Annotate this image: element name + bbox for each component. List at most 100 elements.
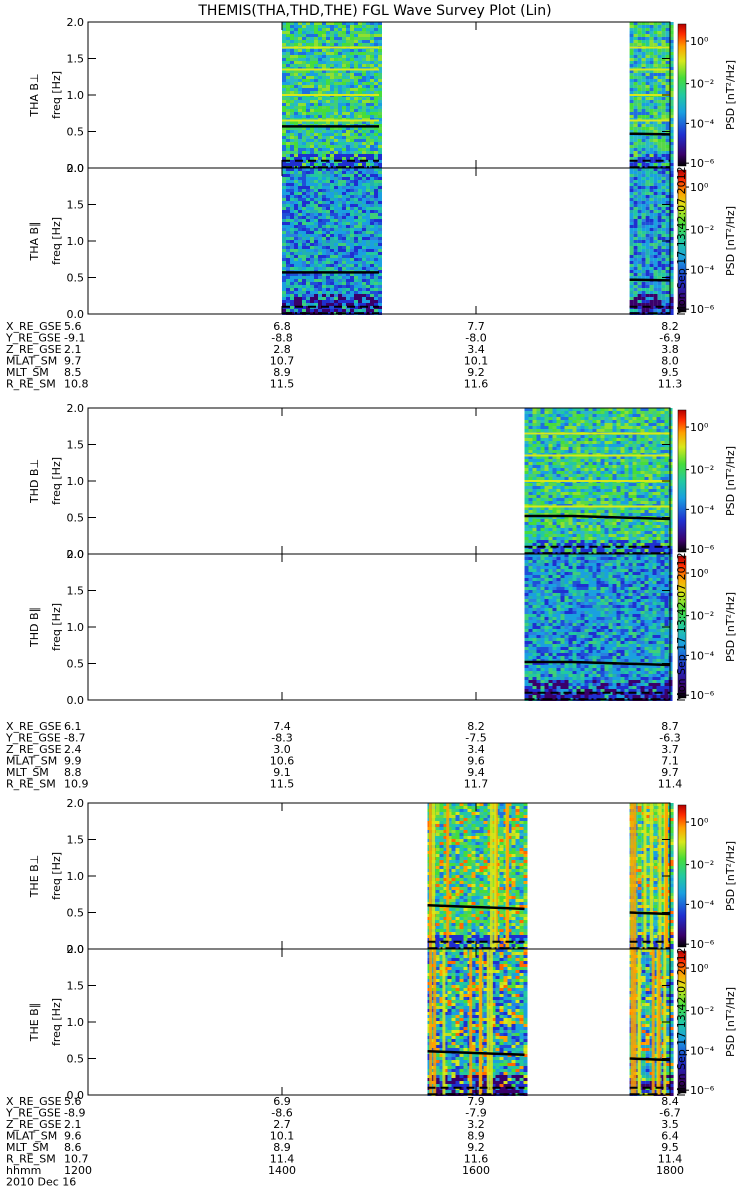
- spectrogram-cell: [370, 222, 374, 225]
- spectrogram-cell: [584, 513, 589, 516]
- spectrogram-cell: [326, 61, 330, 64]
- spectrogram-cell: [544, 525, 549, 528]
- spectrogram-cell: [378, 49, 382, 52]
- spectrogram-cell: [645, 237, 650, 240]
- spectrogram-cell: [322, 174, 326, 177]
- spectrogram-cell: [564, 537, 569, 540]
- spectrogram-cell: [657, 43, 662, 46]
- spectrogram-cell: [350, 294, 354, 297]
- spectrogram-cell: [548, 540, 553, 543]
- spectrogram-cell: [540, 474, 545, 477]
- spectrogram-cell: [342, 258, 346, 261]
- spectrogram-cell: [354, 288, 358, 291]
- spectrogram-cell: [370, 106, 374, 109]
- spectrogram-cell: [608, 447, 613, 450]
- spectrogram-cell: [532, 408, 537, 411]
- spectrogram-cell: [334, 127, 338, 130]
- spectrogram-cell: [346, 213, 350, 216]
- spectrogram-cell: [334, 55, 338, 58]
- spectrogram-cell: [374, 213, 378, 216]
- spectrogram-cell: [330, 31, 334, 34]
- spectrogram-cell: [544, 423, 549, 426]
- spectrogram-cell: [661, 136, 666, 139]
- spectrogram-cell: [628, 456, 633, 459]
- spectrogram-cell: [286, 174, 290, 177]
- spectrogram-cell: [378, 118, 382, 121]
- spectrogram-cell: [362, 294, 366, 297]
- spectrogram-cell: [645, 79, 650, 82]
- spectrogram-cell: [314, 171, 318, 174]
- spectrogram-cell: [641, 130, 646, 133]
- spectrogram-cell: [350, 40, 354, 43]
- spectrogram-cell: [584, 504, 589, 507]
- spectrogram-cell: [536, 486, 541, 489]
- spectrogram-cell: [342, 303, 346, 306]
- spectrogram-cell: [322, 118, 326, 121]
- spectrogram-cell: [302, 151, 306, 154]
- spectrogram-cell: [354, 255, 358, 258]
- spectrogram-cell: [338, 37, 342, 40]
- gyrofrequency-line: [629, 278, 671, 282]
- spectrogram-cell: [334, 183, 338, 186]
- spectrogram-cell: [298, 207, 302, 210]
- spectrogram-cell: [362, 240, 366, 243]
- spectrogram-cell: [657, 88, 662, 91]
- spectrogram-cell: [665, 183, 670, 186]
- spectrogram-cell: [334, 79, 338, 82]
- spectrogram-cell: [649, 309, 654, 312]
- spectrogram-cell: [358, 133, 362, 136]
- spectrogram-cell: [322, 300, 326, 303]
- spectrogram-cell: [536, 435, 541, 438]
- spectrogram-cell: [294, 163, 298, 166]
- spectrogram-cell: [524, 426, 529, 429]
- spectrogram-cell: [370, 171, 374, 174]
- spectrogram-cell: [657, 297, 662, 300]
- spectrogram-cell: [366, 261, 370, 264]
- spectrogram-cell: [637, 306, 642, 309]
- spectrogram-cell: [282, 309, 286, 312]
- spectrogram-cell: [290, 70, 294, 73]
- spectrogram-cell: [346, 303, 350, 306]
- spectrogram-cell: [669, 222, 674, 225]
- spectrogram-cell: [326, 198, 330, 201]
- spectrogram-cell: [322, 237, 326, 240]
- spectrogram-cell: [366, 246, 370, 249]
- spectrogram-cell: [298, 97, 302, 100]
- spectrogram-cell: [612, 537, 617, 540]
- spectrogram-cell: [366, 76, 370, 79]
- spectrogram-cell: [294, 285, 298, 288]
- spectrogram-cell: [612, 474, 617, 477]
- spectrogram-cell: [669, 43, 674, 46]
- spectrogram-cell: [346, 273, 350, 276]
- spectrogram-cell: [350, 130, 354, 133]
- ephemeris-value: 7.7: [467, 320, 485, 333]
- spectrogram-cell: [572, 456, 577, 459]
- spectrogram-cell: [588, 486, 593, 489]
- spectrogram-cell: [544, 456, 549, 459]
- spectrogram-cell: [629, 151, 634, 154]
- spectrogram-cell: [616, 420, 621, 423]
- spectrogram-cell: [564, 411, 569, 414]
- spectrogram-cell: [282, 112, 286, 115]
- spectrogram-cell: [346, 76, 350, 79]
- spectrogram-cell: [612, 414, 617, 417]
- spectrogram-cell: [641, 37, 646, 40]
- spectrogram-cell: [641, 303, 646, 306]
- spectrogram-cell: [366, 276, 370, 279]
- spectrogram-cell: [354, 58, 358, 61]
- spectrogram-cell: [358, 288, 362, 291]
- spectrogram-cell: [362, 64, 366, 67]
- spectrogram-cell: [370, 219, 374, 222]
- spectrogram-cell: [633, 124, 638, 127]
- spectrogram-cell: [560, 462, 565, 465]
- spectrogram-cell: [637, 264, 642, 267]
- spectrogram-cell: [378, 136, 382, 139]
- spectrogram-cell: [528, 408, 533, 411]
- spectrogram-cell: [657, 189, 662, 192]
- spectrogram-cell: [612, 408, 617, 411]
- spectrogram-cell: [633, 91, 638, 94]
- spectrogram-cell: [346, 216, 350, 219]
- spectrogram-cell: [330, 121, 334, 124]
- spectrogram-cell: [653, 267, 658, 270]
- spectrogram-cell: [346, 195, 350, 198]
